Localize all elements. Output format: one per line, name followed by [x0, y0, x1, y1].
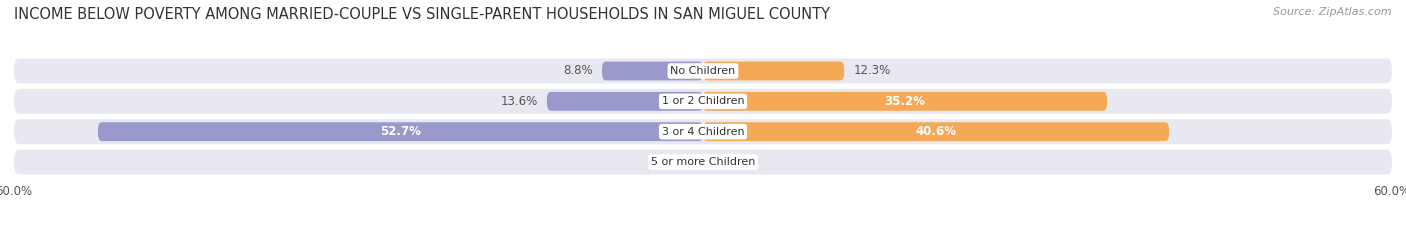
FancyBboxPatch shape — [14, 89, 1392, 114]
FancyBboxPatch shape — [14, 119, 1392, 144]
Text: INCOME BELOW POVERTY AMONG MARRIED-COUPLE VS SINGLE-PARENT HOUSEHOLDS IN SAN MIG: INCOME BELOW POVERTY AMONG MARRIED-COUPL… — [14, 7, 830, 22]
Text: 52.7%: 52.7% — [380, 125, 420, 138]
Text: 13.6%: 13.6% — [501, 95, 537, 108]
Text: 40.6%: 40.6% — [915, 125, 956, 138]
FancyBboxPatch shape — [98, 122, 703, 141]
Text: 1 or 2 Children: 1 or 2 Children — [662, 96, 744, 106]
FancyBboxPatch shape — [602, 62, 703, 80]
FancyBboxPatch shape — [547, 92, 703, 111]
Text: Source: ZipAtlas.com: Source: ZipAtlas.com — [1274, 7, 1392, 17]
Text: 0.0%: 0.0% — [720, 155, 749, 168]
Text: 8.8%: 8.8% — [564, 65, 593, 78]
FancyBboxPatch shape — [703, 122, 1170, 141]
Text: 12.3%: 12.3% — [853, 65, 890, 78]
Text: 3 or 4 Children: 3 or 4 Children — [662, 127, 744, 137]
Text: No Children: No Children — [671, 66, 735, 76]
FancyBboxPatch shape — [14, 150, 1392, 175]
Text: 5 or more Children: 5 or more Children — [651, 157, 755, 167]
FancyBboxPatch shape — [703, 92, 1107, 111]
Text: 35.2%: 35.2% — [884, 95, 925, 108]
FancyBboxPatch shape — [14, 58, 1392, 83]
FancyBboxPatch shape — [703, 62, 844, 80]
Text: 0.0%: 0.0% — [657, 155, 686, 168]
